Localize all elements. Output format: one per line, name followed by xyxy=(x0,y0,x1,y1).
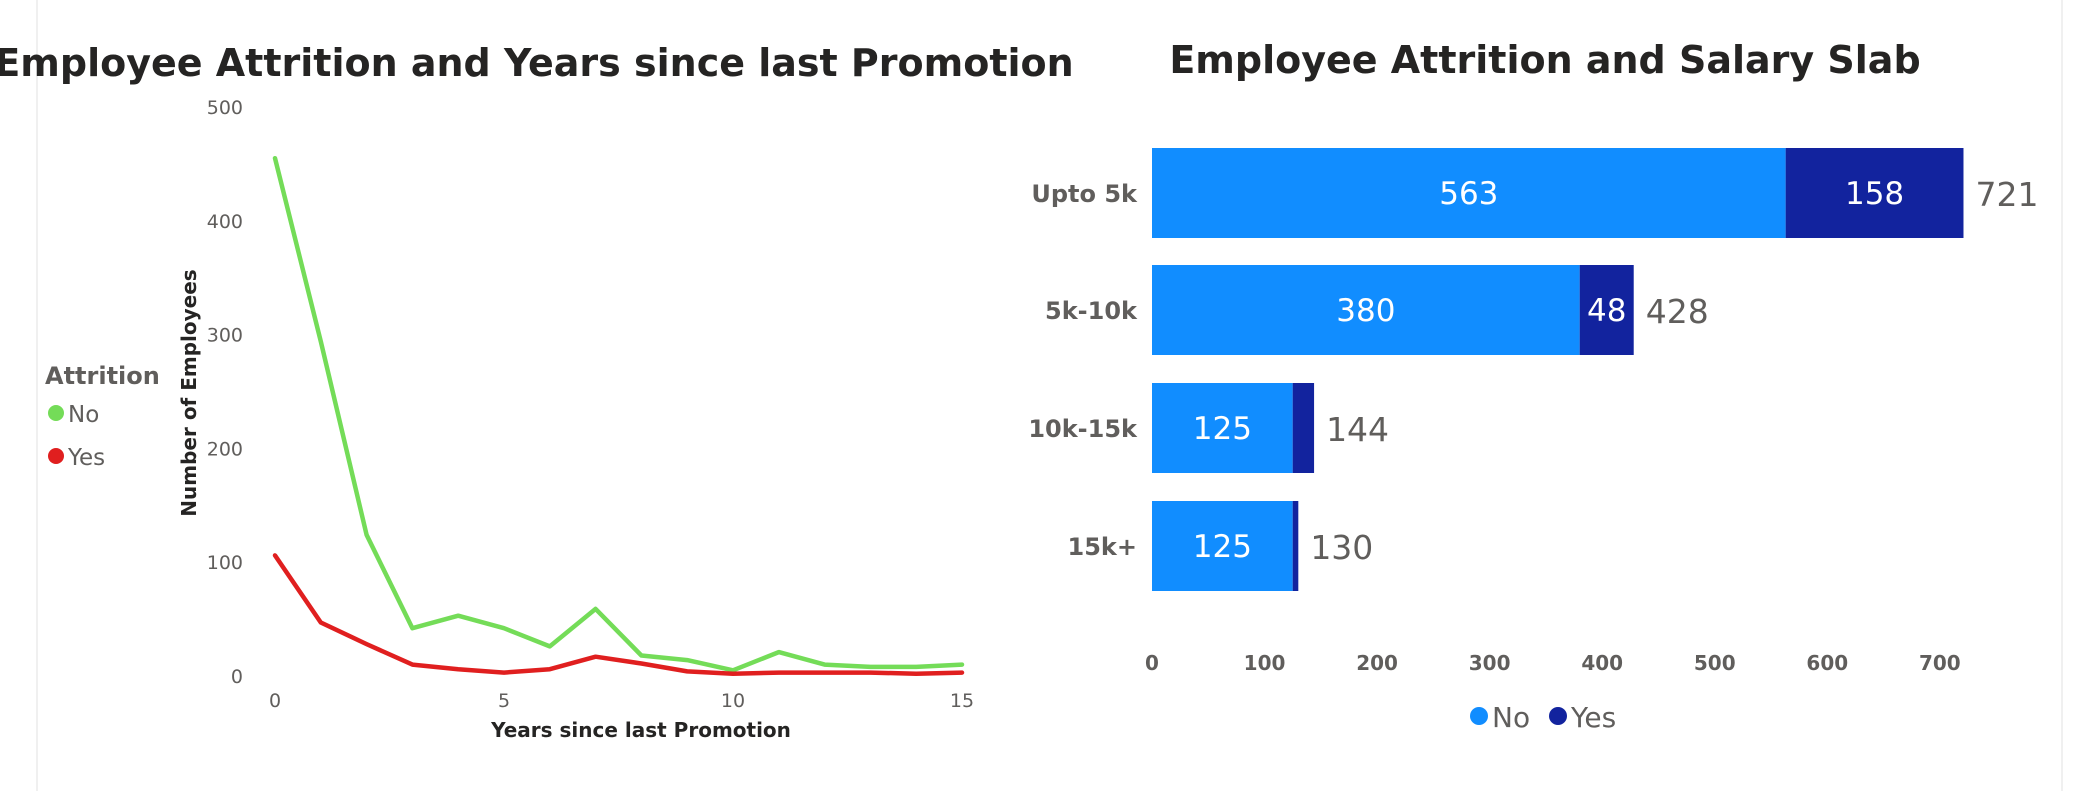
category-label: 5k-10k xyxy=(1045,297,1138,325)
legend-label-no[interactable]: No xyxy=(1492,701,1530,734)
x-tick-label: 100 xyxy=(1244,651,1286,675)
category-label: Upto 5k xyxy=(1031,180,1138,208)
bar-segment-yes[interactable] xyxy=(1292,501,1299,591)
y-tick-label: 0 xyxy=(231,666,243,688)
y-tick-label: 400 xyxy=(207,211,243,233)
bar-data-label: 563 xyxy=(1439,176,1498,212)
x-tick-label: 700 xyxy=(1919,651,1961,675)
attrition-salary-bar-chart[interactable]: Employee Attrition and Salary Slab Upto 5… xyxy=(1028,38,2038,734)
category-label: 15k+ xyxy=(1068,533,1137,561)
y-axis-title: Number of Employees xyxy=(177,269,201,516)
bar-data-label: 158 xyxy=(1845,176,1904,212)
x-tick-label: 15 xyxy=(950,690,974,712)
legend-marker-yes-icon[interactable] xyxy=(48,448,64,464)
bar-total-label: 428 xyxy=(1646,292,1709,331)
legend-marker-yes-icon[interactable] xyxy=(1549,707,1567,725)
category-label: 10k-15k xyxy=(1028,415,1138,443)
y-tick-label: 100 xyxy=(207,552,243,574)
legend-label-yes[interactable]: Yes xyxy=(67,445,105,471)
bar-chart-title: Employee Attrition and Salary Slab xyxy=(1169,38,1920,82)
bar-segment-yes[interactable] xyxy=(1292,383,1315,473)
x-tick-label: 200 xyxy=(1356,651,1398,675)
series-line-no[interactable] xyxy=(272,155,965,673)
legend-label-no[interactable]: No xyxy=(68,402,99,428)
y-tick-label: 500 xyxy=(207,97,243,119)
x-tick-label: 600 xyxy=(1806,651,1848,675)
bar-segment-yes[interactable] xyxy=(1785,148,1964,238)
bar-segment-no[interactable] xyxy=(1152,383,1293,473)
line-chart-title: Employee Attrition and Years since last … xyxy=(0,41,1074,85)
bar-segment-no[interactable] xyxy=(1152,265,1580,355)
legend-title: Attrition xyxy=(45,362,160,390)
bar-data-label: 48 xyxy=(1587,293,1626,329)
x-tick-label: 400 xyxy=(1581,651,1623,675)
series-line-yes[interactable] xyxy=(272,553,965,676)
x-tick-label: 300 xyxy=(1469,651,1511,675)
bar-data-label: 380 xyxy=(1336,293,1395,329)
x-tick-label: 0 xyxy=(269,690,281,712)
bar-segment-no[interactable] xyxy=(1152,501,1293,591)
x-axis-title: Years since last Promotion xyxy=(490,718,791,742)
bar-total-label: 144 xyxy=(1326,410,1389,449)
bar-total-label: 130 xyxy=(1310,528,1373,567)
legend-marker-no-icon[interactable] xyxy=(1470,707,1488,725)
y-tick-label: 200 xyxy=(207,438,243,460)
bar-segment-yes[interactable] xyxy=(1579,265,1634,355)
bar-total-label: 721 xyxy=(1975,175,2038,214)
bar-data-label: 125 xyxy=(1193,411,1252,447)
legend-label-yes[interactable]: Yes xyxy=(1570,701,1616,734)
x-tick-label: 5 xyxy=(498,690,510,712)
x-tick-label: 500 xyxy=(1694,651,1736,675)
x-tick-label: 0 xyxy=(1145,651,1159,675)
y-tick-label: 300 xyxy=(207,325,243,347)
bar-segment-no[interactable] xyxy=(1152,148,1786,238)
bar-data-label: 125 xyxy=(1193,529,1252,565)
attrition-promotion-line-chart[interactable]: Employee Attrition and Years since last … xyxy=(0,41,1074,742)
legend-marker-no-icon[interactable] xyxy=(48,405,64,421)
x-tick-label: 10 xyxy=(721,690,745,712)
